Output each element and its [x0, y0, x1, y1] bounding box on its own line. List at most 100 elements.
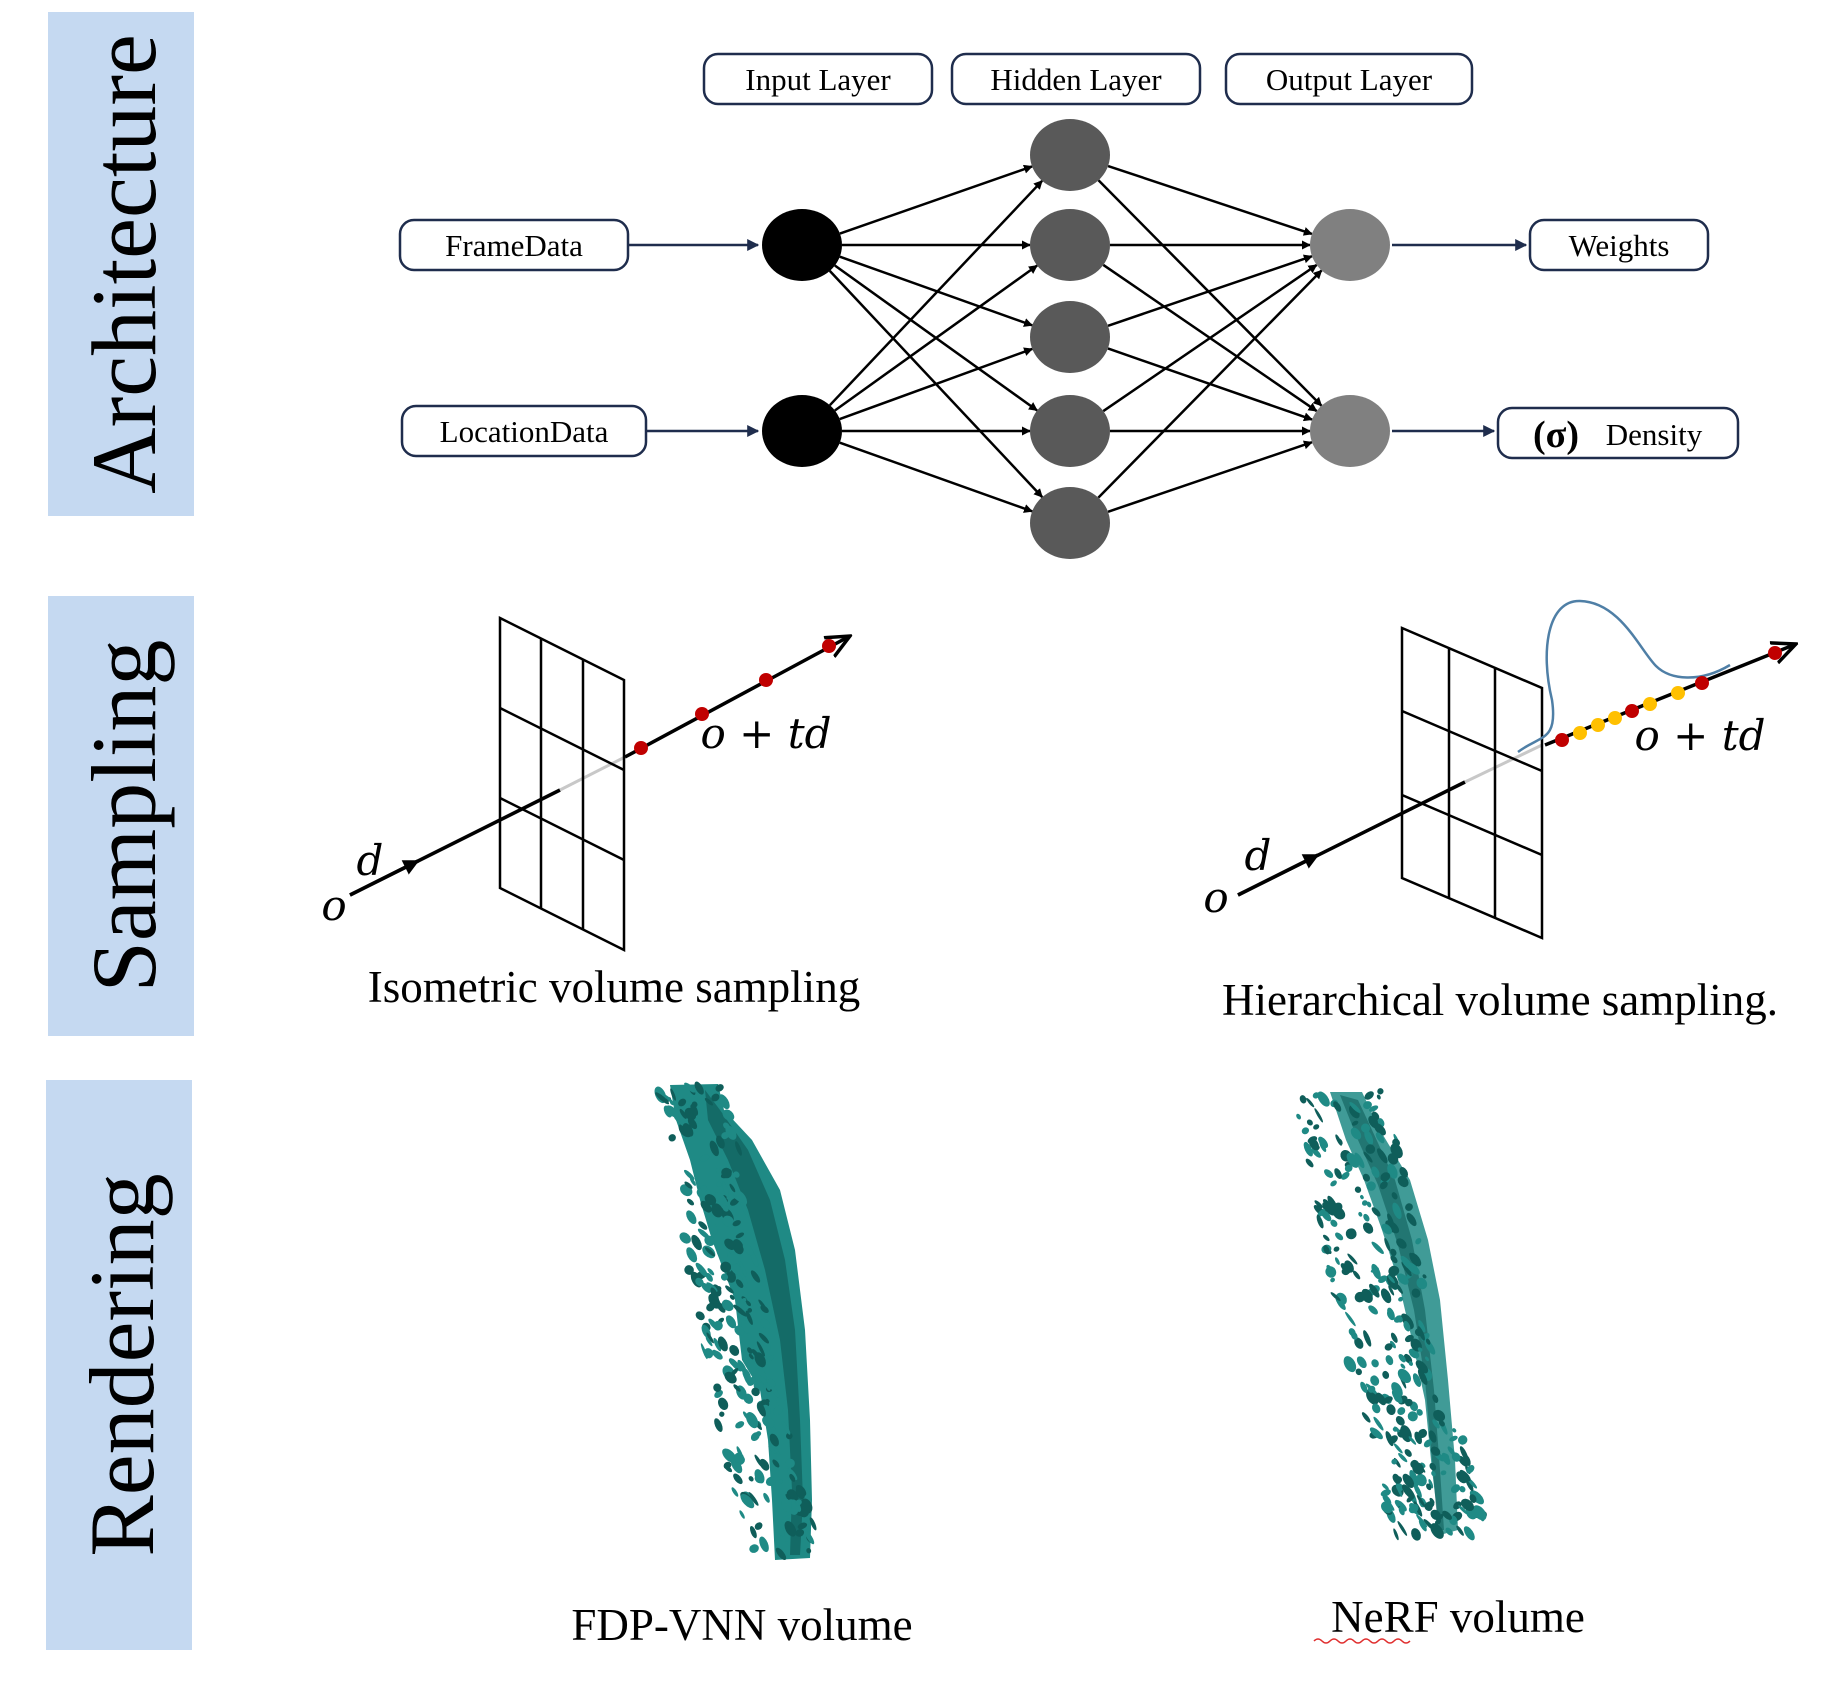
volume-fragment [1386, 1311, 1394, 1321]
volume-fragment [724, 1238, 736, 1250]
volume-fragment [740, 1297, 747, 1304]
volume-fragment [713, 1320, 723, 1331]
volume-fragment [1363, 1151, 1373, 1163]
sample-point [1573, 726, 1587, 740]
volume-fragment [758, 1299, 767, 1310]
volume-fragment [1391, 1382, 1403, 1398]
volume-fragment [714, 1418, 723, 1432]
image-plane-grid [1400, 626, 1544, 940]
volume-fragment [1311, 1148, 1322, 1158]
volume-fragment [1418, 1320, 1426, 1333]
volume-fragment [1411, 1288, 1421, 1298]
sample-point [1768, 646, 1782, 660]
volume-fragment [1464, 1455, 1471, 1466]
volume-fragment [735, 1279, 744, 1288]
volume-fragment [1334, 1168, 1342, 1179]
caption-isometric-sampling: Isometric volume sampling [368, 962, 860, 1012]
volume-fragment [1416, 1514, 1428, 1528]
network-connections [828, 164, 1323, 513]
sampling-isometric-diagram: o d o + td [321, 615, 850, 953]
volume-fragment [719, 1411, 725, 1417]
volume-fragment [795, 1529, 805, 1537]
volume-fragment [1345, 1311, 1356, 1327]
volume-fragment [1417, 1368, 1428, 1386]
volume-fragment [1316, 1214, 1324, 1229]
volume-fragment [806, 1548, 812, 1554]
volume-fragment [709, 1140, 719, 1157]
network-edge [1107, 440, 1313, 513]
volume-fragment [1369, 1283, 1380, 1298]
volume-fragment [722, 1448, 737, 1463]
volume-fragment [723, 1122, 730, 1130]
volume-fragment [749, 1544, 759, 1553]
volume-fragment [664, 1094, 674, 1104]
volume-fragment [1398, 1453, 1408, 1463]
volume-fragment [1408, 1503, 1419, 1514]
volume-fragment [778, 1479, 783, 1484]
volume-fragment [733, 1304, 748, 1317]
input-box-locationdata: LocationData [400, 404, 648, 458]
volume-fragment [1401, 1313, 1414, 1329]
volume-fragment [701, 1282, 712, 1293]
volume-fragment [711, 1093, 720, 1102]
volume-fragment [1397, 1273, 1409, 1285]
volume-fragment [1384, 1237, 1391, 1252]
volume-fragments [1296, 1088, 1487, 1541]
output-box-text: Density [1606, 417, 1703, 452]
volume-fragment [698, 1221, 708, 1230]
network-edge [1097, 179, 1323, 407]
volume-fragment [714, 1151, 725, 1158]
volume-fragment [1432, 1394, 1439, 1403]
volume-fragment [1301, 1127, 1310, 1135]
volume-fragment [1430, 1446, 1441, 1456]
volume-render-nerf [1296, 1088, 1487, 1541]
volume-fragment [1371, 1207, 1381, 1217]
volume-fragment [1358, 1211, 1363, 1217]
row-label-architecture: Architecture [48, 12, 194, 516]
volume-fragment [1313, 1124, 1320, 1130]
volume-fragment [1394, 1476, 1403, 1484]
volume-fragment [1398, 1506, 1405, 1516]
volume-fragment [1447, 1446, 1456, 1456]
volume-fragment [1414, 1431, 1423, 1445]
volume-fragment [665, 1105, 679, 1118]
volume-fragment [762, 1415, 775, 1428]
volume-fragment [800, 1498, 813, 1514]
hidden-node [1030, 395, 1110, 467]
direction-label: d [357, 836, 384, 885]
volume-fragment [1370, 1267, 1379, 1273]
volume-fragment [781, 1514, 790, 1523]
volume-fragment [1366, 1181, 1376, 1191]
volume-fragment [1303, 1141, 1313, 1157]
volume-fragment [1402, 1473, 1415, 1488]
volume-fragment [1425, 1338, 1431, 1345]
volume-fragment [742, 1411, 751, 1421]
volume-fragment [729, 1344, 740, 1356]
volume-fragment [733, 1384, 741, 1392]
volume-fragment [695, 1262, 708, 1278]
volume-fragment [1415, 1360, 1429, 1374]
sample-point [695, 707, 709, 721]
volume-fragment [1428, 1430, 1437, 1443]
volume-fragment [785, 1458, 795, 1468]
volume-fragment [1387, 1153, 1399, 1165]
volume-fragment [1379, 1181, 1388, 1190]
volume-fragment [749, 1525, 757, 1539]
volume-fragment [1373, 1416, 1384, 1431]
volume-fragment [1362, 1173, 1370, 1182]
volume-fragment [716, 1135, 725, 1149]
volume-fragment [718, 1094, 730, 1110]
volume-fragment [679, 1232, 691, 1244]
volume-fragment [706, 1302, 715, 1312]
volume-fragment [1422, 1274, 1427, 1279]
volume-fragment [1458, 1505, 1469, 1515]
volume-fragment [1374, 1123, 1386, 1136]
volume-fragment [750, 1251, 759, 1268]
volume-fragment [1318, 1136, 1329, 1148]
volume-fragment [1323, 1245, 1330, 1255]
sample-points [634, 639, 836, 755]
ray-equation-label: o + td [701, 709, 832, 758]
volume-fragment [1456, 1525, 1464, 1536]
sample-point [1555, 733, 1569, 747]
